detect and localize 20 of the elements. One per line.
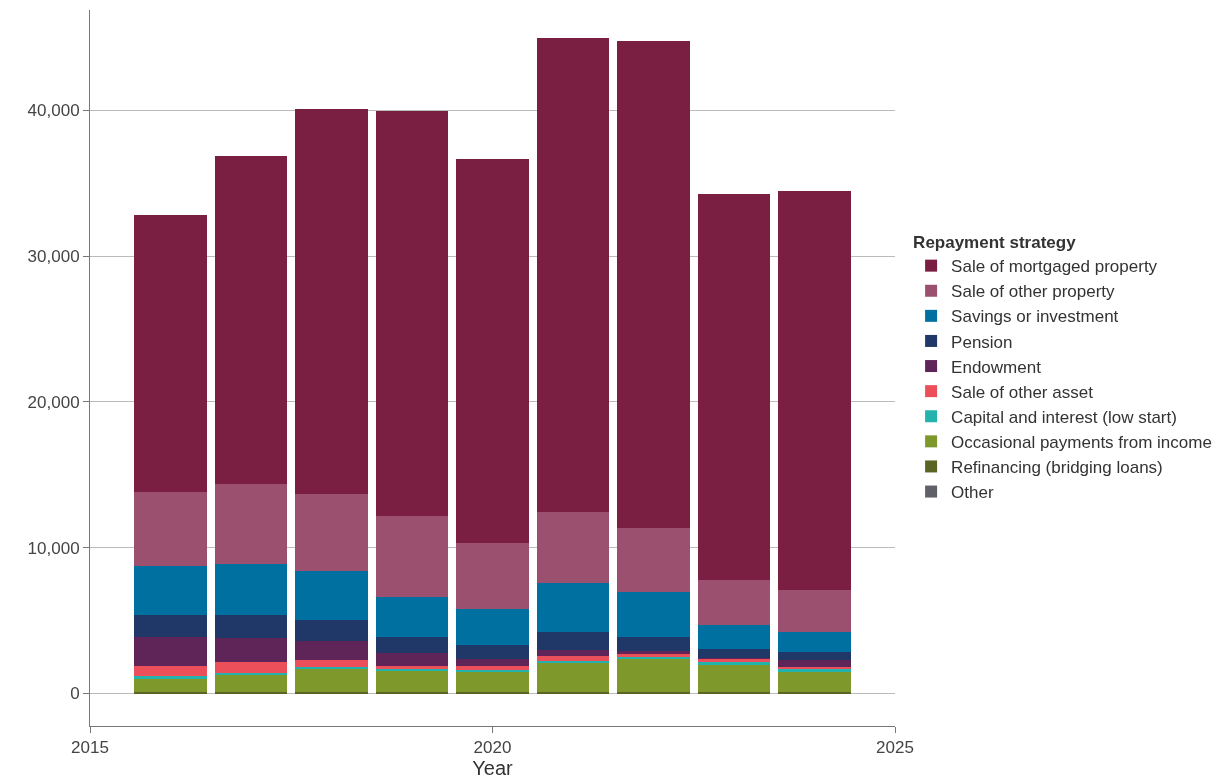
y-tick-label: 30,000 (27, 247, 80, 267)
x-tick-label: 2015 (71, 738, 109, 758)
x-tick-label: 2020 (473, 738, 512, 758)
legend-label: Other (951, 483, 994, 503)
legend-label: Sale of other asset (951, 382, 1094, 402)
legend-label: Capital and interest (low start) (951, 407, 1177, 427)
legend-label: Refinancing (bridging loans) (951, 458, 1163, 478)
x-tick-label: 2025 (876, 738, 914, 758)
legend-label: Savings or investment (951, 307, 1119, 327)
legend-label: Sale of mortgaged property (951, 257, 1158, 277)
legend-title: Repayment strategy (913, 233, 1077, 253)
y-tick-label: 0 (70, 684, 80, 704)
legend-label: Occasional payments from income (951, 432, 1212, 452)
x-axis-title: Year (472, 757, 514, 780)
y-tick-label: 10,000 (27, 538, 80, 558)
legend-label: Pension (951, 332, 1013, 352)
y-tick-label: 20,000 (27, 392, 80, 412)
legend-label: Sale of other property (951, 282, 1116, 302)
y-tick-label: 40,000 (27, 101, 80, 121)
legend-label: Endowment (951, 357, 1042, 377)
